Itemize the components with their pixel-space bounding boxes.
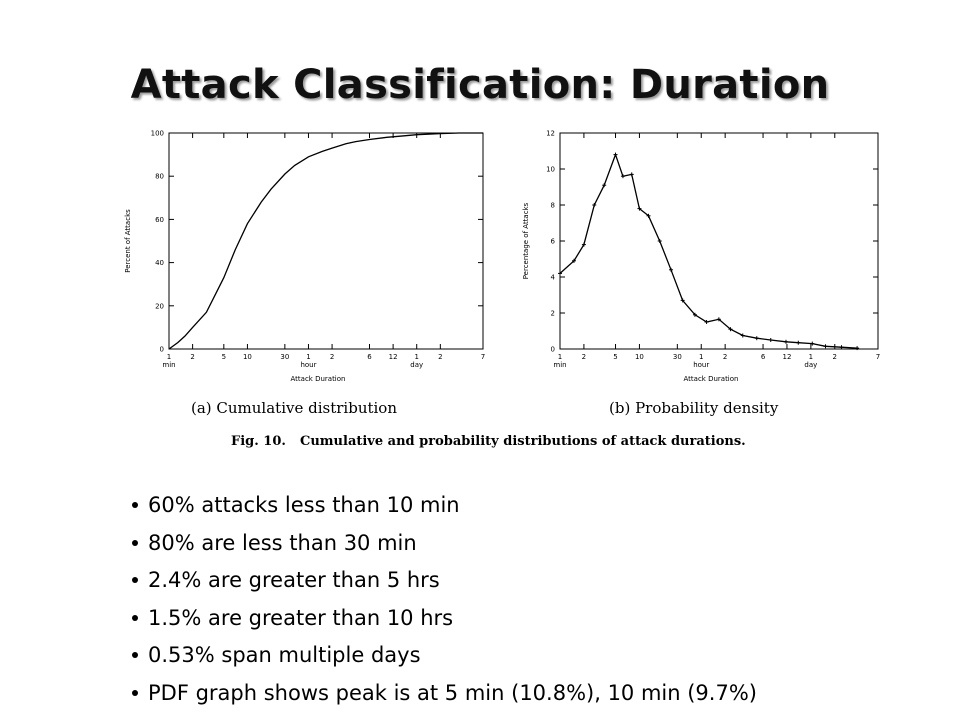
y-tick-label: 80 xyxy=(155,173,164,181)
x-tick-label: 5 xyxy=(222,353,226,361)
x-tick-label: 6 xyxy=(761,353,766,361)
bullet-dot xyxy=(132,689,138,696)
x-tick-sublabel: min xyxy=(162,361,175,369)
figure-caption-text: Cumulative and probability distributions… xyxy=(300,434,746,449)
bullet-text: 1.5% are greater than 10 hrs xyxy=(148,605,454,630)
y-axis-label: Percent of Attacks xyxy=(124,209,132,273)
bullet-dot xyxy=(132,539,138,546)
x-tick-sublabel: min xyxy=(553,361,566,369)
bullet-text: 60% attacks less than 10 min xyxy=(148,493,460,517)
x-tick-label: 1 xyxy=(414,353,418,361)
y-tick-label: 100 xyxy=(151,130,164,138)
y-tick-label: 0 xyxy=(160,346,164,354)
y-tick-label: 0 xyxy=(551,346,555,354)
x-tick-label: 30 xyxy=(280,353,289,361)
x-tick-label: 1 xyxy=(306,353,310,361)
x-tick-label: 2 xyxy=(723,353,727,361)
figure-caption-label: Fig. 10. xyxy=(231,434,286,449)
x-tick-sublabel: hour xyxy=(693,361,709,369)
y-tick-label: 8 xyxy=(551,202,555,210)
bullet-dot xyxy=(132,502,138,508)
x-tick-label: 5 xyxy=(613,353,617,361)
bullet-item: 0.53% span multiple days xyxy=(132,637,757,675)
y-tick-label: 6 xyxy=(551,238,556,246)
x-tick-label: 7 xyxy=(481,353,485,361)
bullet-list: 60% attacks less than 10 min 80% are les… xyxy=(132,487,757,712)
bullet-item: 2.4% are greater than 5 hrs xyxy=(132,562,757,600)
slide-title: Attack Classification: Duration xyxy=(130,62,830,108)
bullet-item: 80% are less than 30 min xyxy=(132,525,757,563)
series-line xyxy=(559,152,858,349)
x-tick-label: 10 xyxy=(243,353,252,361)
bullet-text: 80% are less than 30 min xyxy=(148,530,417,555)
pdf-subtitle: (b) Probability density xyxy=(609,399,779,417)
y-tick-label: 10 xyxy=(546,166,555,174)
bullet-item: 60% attacks less than 10 min xyxy=(132,487,757,525)
x-tick-label: 30 xyxy=(673,353,682,361)
x-tick-label: 1 xyxy=(809,353,813,361)
x-tick-label: 12 xyxy=(783,353,792,361)
x-tick-label: 10 xyxy=(635,353,644,361)
y-tick-label: 4 xyxy=(551,274,556,282)
bullet-dot xyxy=(132,614,138,621)
series-line xyxy=(168,132,483,350)
bullet-dot xyxy=(132,652,138,658)
x-tick-label: 2 xyxy=(190,353,194,361)
plot-frame xyxy=(559,132,879,350)
y-tick-label: 12 xyxy=(546,130,555,138)
x-tick-label: 7 xyxy=(876,353,880,361)
x-tick-label: 12 xyxy=(389,353,398,361)
x-tick-label: 2 xyxy=(833,353,837,361)
x-tick-label: 6 xyxy=(367,353,372,361)
y-tick-label: 40 xyxy=(155,259,164,267)
x-tick-sublabel: day xyxy=(804,361,817,369)
bullet-text: 0.53% span multiple days xyxy=(148,643,421,667)
x-tick-sublabel: day xyxy=(410,361,423,369)
bullet-item: 1.5% are greater than 10 hrs xyxy=(132,600,757,638)
bullet-text: 2.4% are greater than 5 hrs xyxy=(148,568,440,592)
x-tick-label: 2 xyxy=(438,353,442,361)
y-tick-label: 20 xyxy=(155,302,164,310)
x-tick-sublabel: hour xyxy=(300,361,316,369)
plot-frame xyxy=(168,132,484,350)
bullet-dot xyxy=(132,577,138,583)
x-tick-label: 1 xyxy=(167,353,171,361)
y-tick-label: 2 xyxy=(551,310,555,318)
x-tick-label: 2 xyxy=(330,353,334,361)
x-axis-label: Attack Duration xyxy=(291,375,346,383)
y-axis-label: Percentage of Attacks xyxy=(522,202,530,279)
y-tick-label: 60 xyxy=(155,216,164,224)
bullet-item: PDF graph shows peak is at 5 min (10.8%)… xyxy=(132,675,757,713)
x-tick-label: 2 xyxy=(582,353,586,361)
cdf-subtitle: (a) Cumulative distribution xyxy=(191,399,397,417)
x-axis-label: Attack Duration xyxy=(684,375,739,383)
x-tick-label: 1 xyxy=(699,353,703,361)
x-tick-label: 1 xyxy=(558,353,562,361)
bullet-text: PDF graph shows peak is at 5 min (10.8%)… xyxy=(148,680,757,705)
